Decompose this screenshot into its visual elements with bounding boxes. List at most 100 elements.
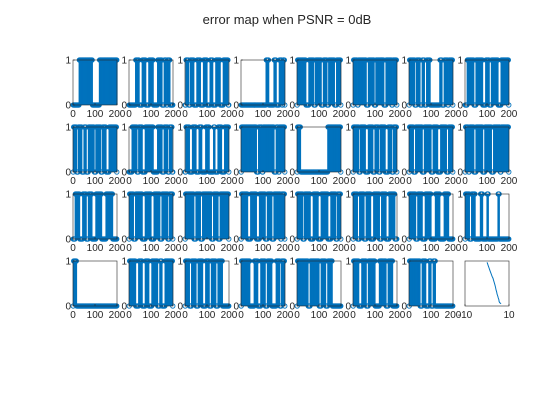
stem-series — [238, 191, 288, 242]
x-tick-label: 0 — [182, 310, 188, 321]
x-tick-label: 200 — [109, 109, 126, 120]
y-tick-label: 1 — [289, 190, 295, 201]
x-tick-label: 200 — [389, 176, 406, 187]
y-tick-label: 1 — [345, 190, 351, 201]
y-tick-label: 0 — [121, 235, 127, 246]
y-tick-label: 0 — [65, 168, 71, 179]
y-tick-label: 1 — [121, 257, 127, 268]
x-tick-label: 200 — [221, 243, 238, 254]
x-tick-label: 100 — [311, 176, 328, 187]
x-tick-label: 100 — [479, 176, 496, 187]
x-tick-label: 0 — [294, 176, 300, 187]
x-tick-label: 100 — [479, 109, 496, 120]
y-tick-label: 1 — [121, 190, 127, 201]
x-tick-label: 200 — [277, 243, 294, 254]
y-tick-label: 0 — [345, 101, 351, 112]
y-tick-label: 1 — [289, 56, 295, 67]
x-tick-label: 200 — [445, 176, 462, 187]
x-tick-label: 100 — [311, 109, 328, 120]
y-tick-label: 0 — [401, 168, 407, 179]
x-tick-label: 0 — [70, 176, 76, 187]
y-tick-label: 1 — [177, 56, 183, 67]
y-tick-label: 1 — [177, 123, 183, 134]
x-tick-label: 200 — [277, 109, 294, 120]
y-tick-label: 1 — [401, 190, 407, 201]
stem-series — [406, 57, 456, 108]
stem-series — [350, 191, 400, 242]
x-tick-label: 0 — [182, 109, 188, 120]
y-tick-label: 1 — [177, 257, 183, 268]
y-tick-label: 0 — [233, 302, 239, 313]
stem-series — [126, 124, 176, 175]
x-tick-label: 200 — [445, 243, 462, 254]
x-tick-label: 100 — [255, 310, 272, 321]
y-tick-label: 1 — [345, 123, 351, 134]
y-tick-label: 0 — [121, 302, 127, 313]
stem-series — [350, 57, 400, 108]
y-tick-label: 0 — [345, 168, 351, 179]
x-tick-label: 100 — [143, 109, 160, 120]
x-tick-label: 0 — [294, 109, 300, 120]
x-tick-label: 200 — [333, 243, 350, 254]
y-tick-label: 1 — [457, 123, 463, 134]
x-tick-label: 200 — [165, 176, 182, 187]
x-tick-label: 0 — [350, 109, 356, 120]
x-tick-label: 200 — [221, 109, 238, 120]
x-tick-label: 200 — [333, 109, 350, 120]
x-tick-label: 100 — [367, 176, 384, 187]
y-tick-label: 0 — [65, 235, 71, 246]
x-tick-label: 200 — [501, 176, 518, 187]
y-tick-label: 0 — [177, 168, 183, 179]
x-tick-label: 100 — [311, 243, 328, 254]
x-tick-label: 100 — [199, 310, 216, 321]
y-tick-label: 0 — [457, 168, 463, 179]
y-tick-label: 0 — [65, 101, 71, 112]
x-tick-label: 0 — [238, 243, 244, 254]
y-tick-label: 1 — [345, 56, 351, 67]
stem-series — [350, 124, 400, 175]
x-tick-label: 200 — [277, 310, 294, 321]
y-tick-label: 0 — [233, 101, 239, 112]
stem-series — [462, 124, 512, 175]
x-tick-label: 0 — [462, 243, 468, 254]
x-tick-label: 100 — [87, 176, 104, 187]
y-tick-label: 0 — [457, 235, 463, 246]
y-tick-label: 1 — [65, 56, 71, 67]
stem-series — [294, 258, 344, 309]
y-tick-label: 0 — [177, 101, 183, 112]
x-tick-label: 0 — [350, 243, 356, 254]
y-tick-label: 1 — [65, 123, 71, 134]
x-tick-label: 200 — [389, 243, 406, 254]
y-tick-label: 0 — [121, 168, 127, 179]
x-tick-label: 200 — [221, 310, 238, 321]
x-tick-label: 100 — [423, 176, 440, 187]
stem-series — [462, 57, 512, 108]
y-tick-label: 1 — [289, 123, 295, 134]
y-tick-label: 0 — [345, 235, 351, 246]
y-tick-label: 1 — [65, 257, 71, 268]
x-tick-label: 200 — [109, 243, 126, 254]
stem-series — [182, 57, 232, 108]
x-tick-label: 200 — [277, 176, 294, 187]
x-tick-label: 100 — [143, 176, 160, 187]
x-tick-label: 0 — [406, 176, 412, 187]
figure-title: error map when PSNR = 0dB — [203, 12, 372, 27]
y-tick-label: 0 — [289, 101, 295, 112]
x-tick-label: 0 — [238, 109, 244, 120]
x-tick-label: 0 — [238, 176, 244, 187]
x-tick-label: 100 — [143, 243, 160, 254]
